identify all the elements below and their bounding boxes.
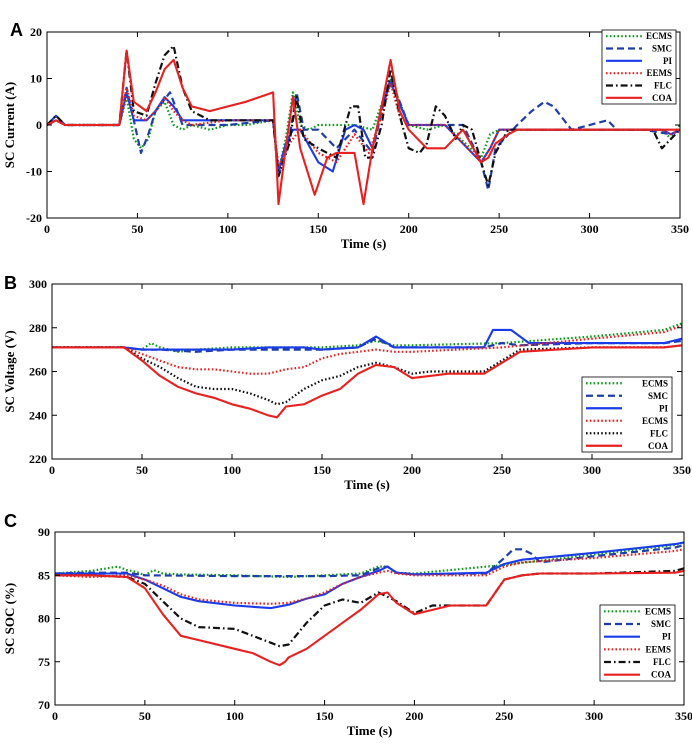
- chart-a-x-tick-label: 350: [671, 222, 689, 236]
- chart-a-legend-label: EEMS: [646, 68, 672, 78]
- chart-b-series-coa-line: [52, 344, 682, 419]
- chart-b-legend-label: ECMS: [642, 416, 668, 426]
- chart-a-y-tick-label: 10: [30, 72, 42, 86]
- chart-c-y-tick-label: 80: [38, 612, 50, 626]
- chart-c-series-eems-line: [55, 548, 684, 605]
- chart-a-legend-label: COA: [652, 93, 673, 103]
- chart-b-series-pi-line: [52, 328, 682, 351]
- chart-b-x-tick-label: 300: [583, 463, 601, 477]
- chart-b-x-tick-label: 0: [49, 463, 55, 477]
- chart-a-y-tick-label: 20: [30, 25, 42, 39]
- chart-c-x-tick-label: 50: [139, 709, 151, 723]
- chart-b-x-tick-label: 200: [403, 463, 421, 477]
- chart-a-y-tick-label: -10: [26, 165, 42, 179]
- chart-c-series-flc-line: [55, 567, 684, 648]
- chart-b-y-tick-label: 280: [29, 321, 47, 335]
- chart-a-x-tick-label: 300: [581, 222, 599, 236]
- chart-b-x-axis-label: Time (s): [344, 477, 390, 492]
- chart-a-x-tick-label: 250: [490, 222, 508, 236]
- chart-b-legend-box: [581, 376, 673, 453]
- chart-a-legend-label: SMC: [652, 44, 672, 54]
- chart-c-series-ecms-line: [55, 541, 684, 579]
- chart-c-series-smc-line: [55, 543, 684, 578]
- chart-b: B 0 50 100 150 200 250 300 350 220 240 260 280 300 Tim…: [2, 273, 691, 492]
- chart-b-x-tick-label: 50: [136, 463, 148, 477]
- chart-c-legend-label: SMC: [651, 619, 671, 629]
- chart-a-series-ecms-line: [47, 77, 680, 173]
- chart-c-legend-box: [599, 604, 676, 682]
- chart-a-legend: ECMS SMC PI EEMS FLC COA: [601, 29, 677, 105]
- chart-c-legend-label: PI: [662, 632, 671, 642]
- chart-a-plot-frame: [46, 31, 681, 219]
- chart-c-legend-label: ECMS: [645, 606, 671, 616]
- chart-a-series-eems-line: [47, 82, 680, 168]
- chart-c-y-tick-label: 85: [38, 568, 50, 582]
- chart-c-legend-label: COA: [651, 670, 672, 680]
- chart-a-y-axis-label: SC Current (A): [2, 82, 17, 168]
- chart-b-y-tick-label: 300: [29, 277, 47, 291]
- chart-b-y-axis-label: SC Voltage (V): [2, 330, 17, 412]
- chart-b-y-tick-label: 240: [29, 408, 47, 422]
- chart-c-x-tick-label: 300: [585, 709, 603, 723]
- chart-b-x-tick-label: 350: [673, 463, 691, 477]
- chart-b-legend-label: PI: [659, 403, 668, 413]
- chart-a-x-tick-label: 200: [400, 222, 418, 236]
- chart-c-panel-letter: C: [4, 511, 17, 531]
- chart-c-x-tick-label: 250: [495, 709, 513, 723]
- chart-b-y-tick-label: 220: [29, 452, 47, 466]
- chart-b-panel-letter: B: [4, 273, 17, 293]
- chart-c-y-tick-label: 70: [38, 698, 50, 712]
- chart-c-series-coa-line: [55, 569, 684, 667]
- chart-a-y-tick-label: 0: [36, 118, 42, 132]
- chart-a-legend-label: PI: [663, 56, 672, 66]
- chart-c-x-tick-label: 100: [226, 709, 244, 723]
- chart-c-legend-label: EEMS: [645, 644, 671, 654]
- chart-b-x-tick-label: 150: [313, 463, 331, 477]
- chart-c-y-tick-label: 75: [38, 655, 50, 669]
- chart-b-legend-label: COA: [648, 441, 669, 451]
- chart-a-x-tick-label: 0: [44, 222, 50, 236]
- chart-b-x-tick-label: 100: [223, 463, 241, 477]
- chart-c-y-tick-label: 90: [38, 525, 50, 539]
- chart-a: A 0 50 100 150 200 250 300 350 -20 -10 0 10 20 Time (s…: [2, 20, 689, 251]
- chart-a-legend-label: FLC: [654, 81, 672, 91]
- chart-b-legend-label: ECMS: [642, 378, 668, 388]
- chart-a-series-flc-line: [47, 44, 680, 187]
- chart-a-legend-box: [601, 29, 677, 105]
- chart-c-x-axis-label: Time (s): [347, 723, 393, 738]
- chart-c-x-tick-label: 0: [52, 709, 58, 723]
- chart-a-x-tick-label: 150: [309, 222, 327, 236]
- chart-b-legend-label: SMC: [648, 391, 668, 401]
- chart-c-x-tick-label: 350: [675, 709, 692, 723]
- chart-b-series-ecms-line: [52, 324, 682, 375]
- chart-c-x-tick-label: 150: [316, 709, 334, 723]
- chart-a-x-tick-label: 100: [219, 222, 237, 236]
- chart-c: C 0 50 100 150 200 250 300 350 70 75 80 85 90 Time (s)…: [2, 511, 692, 738]
- chart-c-legend-label: FLC: [653, 657, 671, 667]
- chart-c-x-tick-label: 200: [405, 709, 423, 723]
- chart-a-x-tick-label: 50: [131, 222, 143, 236]
- chart-a-panel-letter: A: [10, 20, 23, 40]
- chart-a-x-axis-label: Time (s): [341, 236, 387, 251]
- chart-c-legend: ECMS SMC PI EEMS FLC COA: [599, 604, 676, 682]
- chart-b-legend-label: FLC: [650, 428, 668, 438]
- chart-c-y-axis-label: SC SOC (%): [2, 583, 17, 655]
- chart-b-y-tick-label: 260: [29, 365, 47, 379]
- chart-b-x-tick-label: 250: [493, 463, 511, 477]
- chart-a-series-smc-line: [47, 77, 680, 192]
- chart-a-y-tick-label: -20: [26, 211, 42, 225]
- chart-a-legend-label: ECMS: [646, 31, 672, 41]
- chart-a-series-coa-line: [47, 49, 680, 206]
- chart-b-legend: ECMS SMC PI ECMS FLC COA: [581, 376, 673, 453]
